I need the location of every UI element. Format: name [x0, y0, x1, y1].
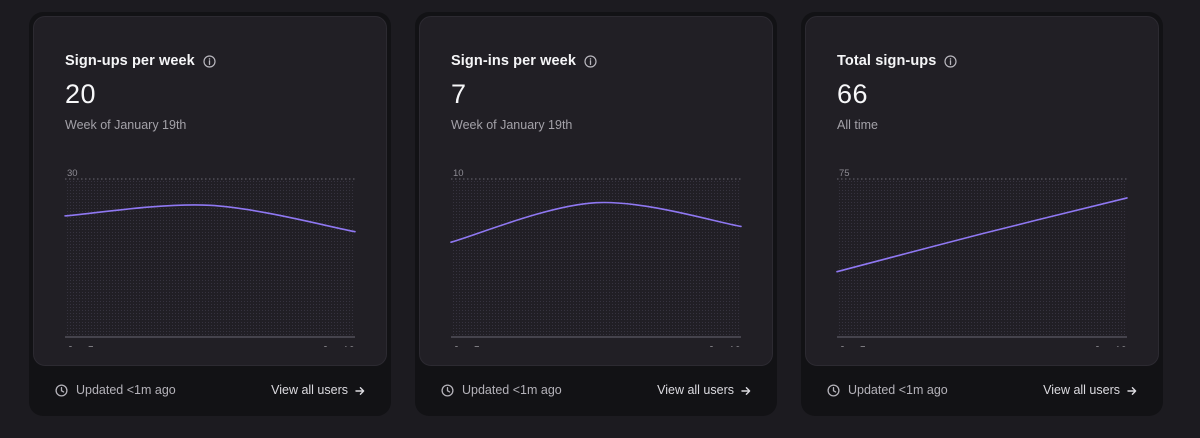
view-all-users-link[interactable]: View all users — [271, 383, 365, 397]
view-all-users-link[interactable]: View all users — [657, 383, 751, 397]
info-icon[interactable] — [584, 54, 597, 68]
arrow-right-icon — [1127, 385, 1137, 395]
card-subtitle: All time — [837, 118, 878, 132]
card-header: Sign-ups per week — [65, 53, 216, 69]
stat-card-body: Sign-ins per week 7 Week of January 19th… — [419, 16, 773, 366]
view-all-users-label: View all users — [271, 383, 348, 397]
card-header: Sign-ins per week — [451, 53, 597, 69]
y-tick-label: 10 — [453, 168, 464, 179]
total-sign-ups-line-chart: 75 Jan 5 Jan 19 — [836, 168, 1128, 347]
card-value: 20 — [65, 79, 97, 109]
x-tick-label: Jan 19 — [1094, 345, 1127, 347]
sign-ups-line-chart: 30 Jan 5 Jan 19 — [64, 168, 356, 347]
card-header: Total sign-ups — [837, 53, 958, 69]
stat-card-sign-ins-per-week: Sign-ins per week 7 Week of January 19th… — [415, 12, 777, 416]
x-tick-label: Jan 19 — [322, 345, 355, 347]
stat-card-body: Sign-ups per week 20 Week of January 19t… — [33, 16, 387, 366]
x-tick-label: Jan 5 — [839, 345, 866, 347]
card-title: Total sign-ups — [837, 53, 937, 69]
stat-card-total-sign-ups: Total sign-ups 66 All time 75 Jan 5 Jan 19… — [801, 12, 1163, 416]
x-tick-label: Jan 5 — [67, 345, 94, 347]
view-all-users-link[interactable]: View all users — [1043, 383, 1137, 397]
info-icon[interactable] — [944, 54, 958, 68]
y-tick-label: 30 — [67, 168, 78, 179]
clock-icon — [55, 383, 68, 397]
info-icon[interactable] — [203, 54, 216, 68]
updated-status: Updated <1m ago — [441, 383, 562, 397]
plot-area — [451, 179, 741, 337]
stat-card-sign-ups-per-week: Sign-ups per week 20 Week of January 19t… — [29, 12, 391, 416]
sign-ins-line-chart: 10 Jan 5 Jan 19 — [450, 168, 742, 347]
series-line — [836, 197, 1128, 273]
y-tick-label: 75 — [839, 168, 850, 179]
stat-card-body: Total sign-ups 66 All time 75 Jan 5 Jan 19 — [805, 16, 1159, 366]
series-line — [450, 201, 742, 243]
view-all-users-label: View all users — [1043, 383, 1120, 397]
updated-text: Updated <1m ago — [76, 383, 176, 397]
x-tick-label: Jan 19 — [708, 345, 741, 347]
card-value: 66 — [837, 79, 869, 109]
x-tick-label: Jan 5 — [453, 345, 480, 347]
updated-text: Updated <1m ago — [848, 383, 948, 397]
card-title: Sign-ups per week — [65, 53, 195, 69]
updated-status: Updated <1m ago — [827, 383, 948, 397]
arrow-right-icon — [741, 385, 751, 395]
updated-status: Updated <1m ago — [55, 383, 176, 397]
arrow-right-icon — [355, 385, 365, 395]
stats-row: Sign-ups per week 20 Week of January 19t… — [29, 12, 1163, 416]
view-all-users-label: View all users — [657, 383, 734, 397]
card-value: 7 — [451, 79, 467, 109]
card-footer: Updated <1m ago View all users — [55, 382, 365, 398]
plot-area — [837, 179, 1127, 337]
card-subtitle: Week of January 19th — [65, 118, 187, 132]
plot-area — [65, 179, 355, 337]
card-title: Sign-ins per week — [451, 53, 576, 69]
clock-icon — [441, 383, 454, 397]
card-footer: Updated <1m ago View all users — [441, 382, 751, 398]
clock-icon — [827, 383, 840, 397]
card-subtitle: Week of January 19th — [451, 118, 573, 132]
card-footer: Updated <1m ago View all users — [827, 382, 1137, 398]
updated-text: Updated <1m ago — [462, 383, 562, 397]
series-line — [64, 204, 356, 233]
